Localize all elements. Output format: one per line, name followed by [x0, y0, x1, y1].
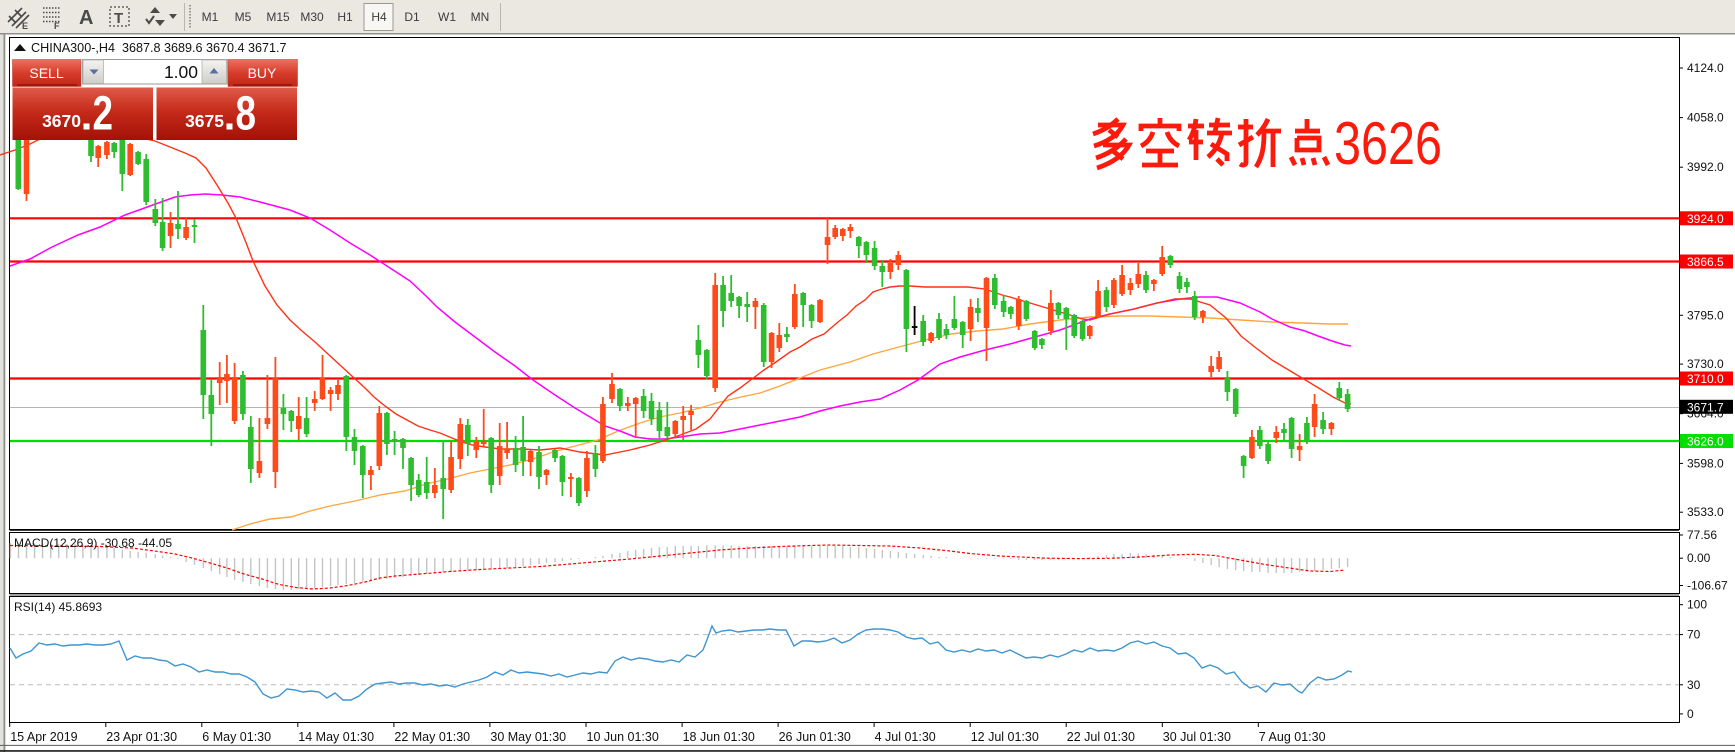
svg-text:MACD(12,26,9) -30.68 -44.05: MACD(12,26,9) -30.68 -44.05: [14, 536, 172, 550]
svg-text:4124.0: 4124.0: [1687, 61, 1724, 75]
svg-text:2: 2: [93, 88, 114, 141]
svg-text:RSI(14) 45.8693: RSI(14) 45.8693: [14, 600, 102, 614]
svg-text:-106.67: -106.67: [1687, 579, 1728, 593]
svg-text:77.56: 77.56: [1687, 528, 1717, 542]
svg-text:7 Aug 01:30: 7 Aug 01:30: [1259, 730, 1326, 744]
svg-text:22 Jul 01:30: 22 Jul 01:30: [1067, 730, 1135, 744]
svg-text:3533.0: 3533.0: [1687, 505, 1724, 519]
svg-text:15 Apr 2019: 15 Apr 2019: [10, 730, 77, 744]
svg-text:18 Jun 01:30: 18 Jun 01:30: [683, 730, 755, 744]
svg-text:F: F: [54, 21, 60, 31]
svg-text:0: 0: [1687, 707, 1694, 721]
svg-text:H4: H4: [371, 10, 387, 24]
svg-text:T: T: [114, 10, 123, 27]
svg-text:1.00: 1.00: [164, 62, 198, 82]
svg-text:3924.0: 3924.0: [1687, 212, 1724, 226]
svg-text:3866.5: 3866.5: [1687, 255, 1724, 269]
svg-text:3675: 3675: [185, 111, 224, 131]
svg-text:3795.0: 3795.0: [1687, 308, 1724, 322]
svg-text:10 Jun 01:30: 10 Jun 01:30: [587, 730, 659, 744]
svg-text:3710.0: 3710.0: [1687, 372, 1724, 386]
svg-text:A: A: [79, 7, 93, 29]
svg-text:6 May 01:30: 6 May 01:30: [202, 730, 271, 744]
svg-text:3626.0: 3626.0: [1687, 435, 1724, 449]
svg-text:M15: M15: [266, 10, 290, 24]
svg-text:M5: M5: [235, 10, 252, 24]
svg-text:BUY: BUY: [248, 65, 277, 81]
svg-text:12 Jul 01:30: 12 Jul 01:30: [971, 730, 1039, 744]
svg-text:3671.7: 3671.7: [1687, 400, 1724, 414]
svg-text:M30: M30: [300, 10, 324, 24]
svg-text:4058.0: 4058.0: [1687, 111, 1724, 125]
svg-text:4 Jul 01:30: 4 Jul 01:30: [875, 730, 936, 744]
svg-text:CHINA300-,H4 3687.8 3689.6 36: CHINA300-,H4 3687.8 3689.6 3670.4 3671.7: [31, 41, 287, 55]
svg-text:8: 8: [236, 88, 257, 141]
svg-text:W1: W1: [438, 10, 456, 24]
svg-text:22 May 01:30: 22 May 01:30: [394, 730, 470, 744]
svg-text:H1: H1: [337, 10, 353, 24]
svg-text:23 Apr 01:30: 23 Apr 01:30: [106, 730, 177, 744]
svg-text:MN: MN: [471, 10, 490, 24]
svg-text:3598.0: 3598.0: [1687, 456, 1724, 470]
svg-text:30 May 01:30: 30 May 01:30: [490, 730, 566, 744]
svg-text:14 May 01:30: 14 May 01:30: [298, 730, 374, 744]
svg-text:30 Jul 01:30: 30 Jul 01:30: [1163, 730, 1231, 744]
svg-text:SELL: SELL: [29, 65, 63, 81]
svg-text:26 Jun 01:30: 26 Jun 01:30: [779, 730, 851, 744]
svg-text:D1: D1: [404, 10, 420, 24]
svg-text:3730.0: 3730.0: [1687, 357, 1724, 371]
svg-text:M1: M1: [202, 10, 219, 24]
svg-text:3626: 3626: [1334, 110, 1442, 177]
svg-text:70: 70: [1687, 628, 1701, 642]
svg-text:E: E: [22, 21, 28, 31]
svg-text:0.00: 0.00: [1687, 551, 1711, 565]
svg-text:30: 30: [1687, 678, 1701, 692]
svg-text:3670: 3670: [42, 111, 81, 131]
svg-text:3992.0: 3992.0: [1687, 160, 1724, 174]
svg-text:100: 100: [1687, 598, 1707, 612]
